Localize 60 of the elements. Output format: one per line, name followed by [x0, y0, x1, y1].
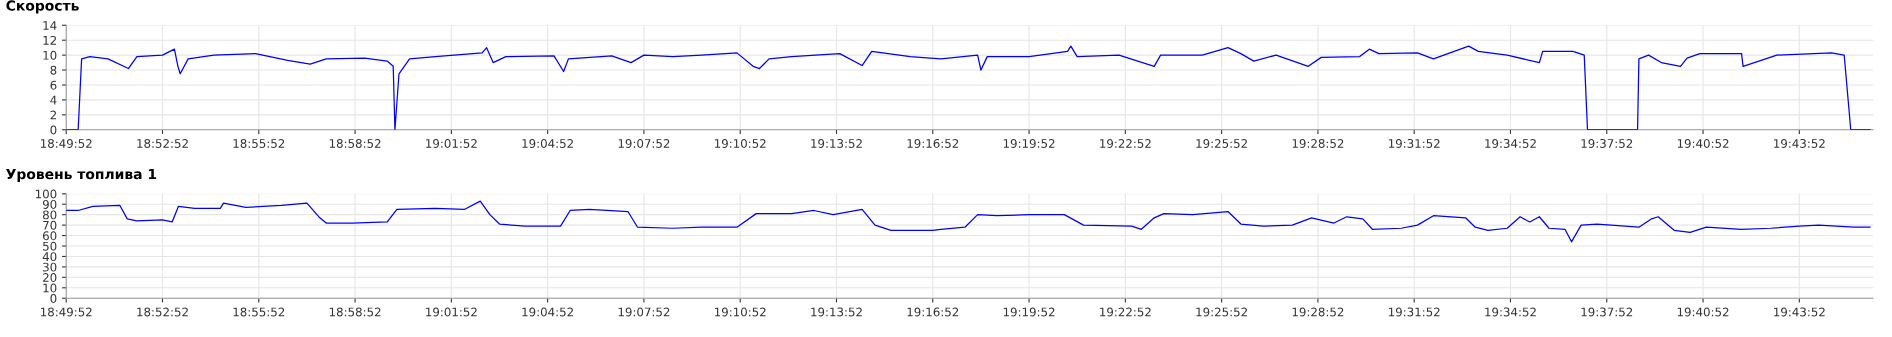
- x-tick-label: 19:25:52: [1196, 138, 1247, 148]
- y-tick-label: 8: [50, 65, 57, 75]
- y-tick-label: 4: [50, 95, 57, 105]
- x-tick-label: 19:28:52: [1292, 307, 1344, 317]
- x-tick-label: 19:34:52: [1485, 138, 1536, 148]
- y-tick-label: 50: [43, 241, 57, 251]
- x-tick-label: 19:43:52: [1774, 138, 1825, 148]
- x-tick-label: 19:25:52: [1196, 307, 1247, 317]
- y-tick-label: 60: [42, 231, 57, 241]
- y-tick-label: 10: [43, 283, 57, 293]
- x-tick-label: 18:58:52: [329, 307, 381, 317]
- y-tick-label: 10: [43, 50, 57, 60]
- x-tick-label: 19:16:52: [907, 138, 959, 148]
- chart-title: Скорость: [6, 0, 79, 14]
- y-tick-label: 70: [43, 220, 57, 230]
- x-tick-label: 19:37:52: [1581, 138, 1633, 148]
- x-tick-label: 19:07:52: [618, 307, 670, 317]
- x-tick-label: 19:10:52: [714, 307, 766, 317]
- x-tick-label: 18:55:52: [233, 138, 285, 148]
- y-tick-label: 40: [42, 252, 57, 262]
- y-tick-label: 12: [43, 35, 57, 45]
- x-tick-label: 19:22:52: [1100, 138, 1151, 148]
- line-series: [66, 200, 1871, 243]
- x-tick-label: 19:19:52: [1003, 138, 1055, 148]
- x-tick-label: 18:55:52: [233, 307, 285, 317]
- x-tick-label: 19:10:52: [714, 138, 766, 148]
- y-tick-label: 14: [43, 21, 57, 30]
- x-tick-label: 18:49:52: [41, 138, 92, 148]
- x-tick-label: 19:13:52: [811, 138, 862, 148]
- y-tick-label: 2: [50, 110, 57, 120]
- x-tick-label: 19:40:52: [1677, 138, 1729, 148]
- x-tick-label: 19:04:52: [522, 138, 573, 148]
- x-tick-label: 19:07:52: [618, 138, 670, 148]
- y-tick-label: 6: [50, 80, 57, 90]
- x-tick-label: 18:52:52: [137, 307, 188, 317]
- x-tick-label: 18:49:52: [41, 307, 92, 317]
- y-tick-label: 80: [42, 210, 57, 220]
- x-tick-label: 19:43:52: [1774, 307, 1825, 317]
- x-tick-label: 19:31:52: [1388, 307, 1440, 317]
- y-tick-label: 30: [43, 262, 57, 272]
- x-tick-label: 19:01:52: [426, 138, 477, 148]
- x-tick-label: 19:34:52: [1485, 307, 1536, 317]
- x-tick-label: 18:52:52: [137, 138, 188, 148]
- y-tick-label: 90: [42, 199, 57, 209]
- x-tick-label: 19:37:52: [1581, 307, 1633, 317]
- chart-title: Уровень топлива 1: [6, 168, 157, 182]
- y-tick-label: 100: [35, 189, 57, 199]
- y-tick-label: 0: [50, 293, 57, 303]
- x-tick-label: 19:01:52: [426, 307, 477, 317]
- x-tick-label: 19:16:52: [907, 307, 959, 317]
- x-tick-label: 18:58:52: [329, 138, 381, 148]
- x-tick-label: 19:40:52: [1677, 307, 1729, 317]
- x-tick-label: 19:13:52: [811, 307, 862, 317]
- y-tick-label: 0: [50, 125, 57, 135]
- x-tick-label: 19:19:52: [1003, 307, 1055, 317]
- x-tick-label: 19:04:52: [522, 307, 573, 317]
- x-tick-label: 19:28:52: [1292, 138, 1344, 148]
- x-tick-label: 19:22:52: [1100, 307, 1151, 317]
- x-tick-label: 19:31:52: [1388, 138, 1440, 148]
- y-tick-label: 20: [43, 273, 57, 282]
